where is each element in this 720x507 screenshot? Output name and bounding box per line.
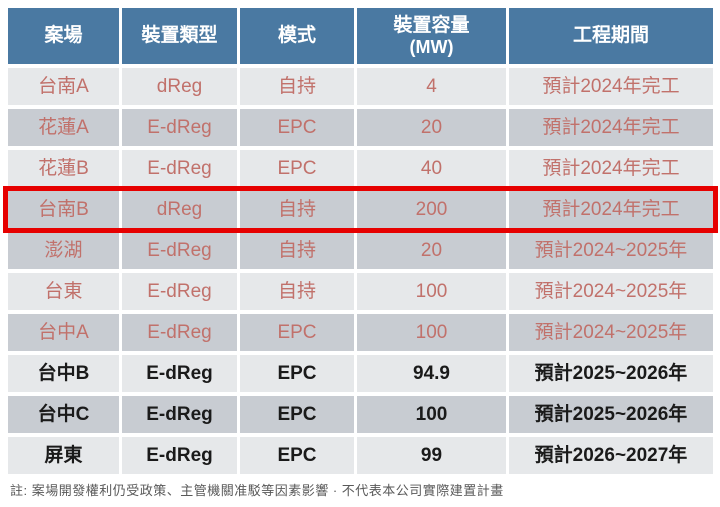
cell-site: 台中A [8, 314, 119, 351]
cell-capacity: 4 [357, 68, 506, 105]
cell-capacity: 20 [357, 109, 506, 146]
table-row: 花蓮B E-dReg EPC 40 預計2024年完工 [8, 150, 713, 187]
cell-site: 台東 [8, 273, 119, 310]
column-header-label: 裝置容量 [393, 14, 470, 36]
table-body: 台南A dReg 自持 4 預計2024年完工 花蓮A E-dReg EPC 2… [3, 68, 718, 474]
table-row: 台南A dReg 自持 4 預計2024年完工 [8, 68, 713, 105]
cell-capacity: 94.9 [357, 355, 506, 392]
cell-mode: 自持 [240, 191, 354, 228]
table-header-row: 案場 裝置類型 模式 裝置容量 (MW) 工程期間 [8, 8, 713, 64]
table-row: 台南B dReg 自持 200 預計2024年完工 [3, 186, 718, 233]
column-header-capacity: 裝置容量 (MW) [357, 8, 506, 64]
column-header-label: 裝置類型 [141, 25, 218, 47]
cell-type: E-dReg [122, 232, 237, 269]
cell-mode: EPC [240, 437, 354, 474]
cell-capacity: 20 [357, 232, 506, 269]
cell-type: E-dReg [122, 273, 237, 310]
column-header-label: 工程期間 [572, 25, 649, 47]
footnote: 註: 案場開發權利仍受政策、主管機關准駁等因素影響 · 不代表本公司實際建置計畫 [10, 483, 504, 498]
cell-mode: EPC [240, 314, 354, 351]
cell-period: 預計2024年完工 [509, 68, 713, 105]
cell-period: 預計2024~2025年 [509, 314, 713, 351]
table-row: 台中C E-dReg EPC 100 預計2025~2026年 [8, 396, 713, 433]
cell-capacity: 200 [357, 191, 506, 228]
column-header-site: 案場 [8, 8, 119, 64]
cell-mode: EPC [240, 396, 354, 433]
column-header-sublabel: (MW) [409, 36, 454, 57]
cell-type: E-dReg [122, 150, 237, 187]
cell-capacity: 99 [357, 437, 506, 474]
column-header-type: 裝置類型 [122, 8, 237, 64]
cell-type: dReg [122, 191, 237, 228]
cell-period: 預計2024年完工 [509, 109, 713, 146]
cell-site: 屏東 [8, 437, 119, 474]
column-header-period: 工程期間 [509, 8, 713, 64]
cell-site: 花蓮A [8, 109, 119, 146]
cell-type: dReg [122, 68, 237, 105]
cell-capacity: 100 [357, 314, 506, 351]
cell-period: 預計2024年完工 [509, 150, 713, 187]
cell-capacity: 40 [357, 150, 506, 187]
cell-site: 台中C [8, 396, 119, 433]
cell-type: E-dReg [122, 437, 237, 474]
column-header-mode: 模式 [240, 8, 354, 64]
cell-period: 預計2024年完工 [509, 191, 713, 228]
cell-site: 台南B [8, 191, 119, 228]
cell-mode: 自持 [240, 68, 354, 105]
cell-mode: EPC [240, 109, 354, 146]
cell-site: 花蓮B [8, 150, 119, 187]
cell-period: 預計2025~2026年 [509, 396, 713, 433]
cell-mode: 自持 [240, 232, 354, 269]
table-row: 台中A E-dReg EPC 100 預計2024~2025年 [8, 314, 713, 351]
projects-table: 案場 裝置類型 模式 裝置容量 (MW) 工程期間 台南A dReg 自持 4 … [3, 8, 718, 478]
cell-capacity: 100 [357, 396, 506, 433]
cell-mode: EPC [240, 150, 354, 187]
table-row: 台中B E-dReg EPC 94.9 預計2025~2026年 [8, 355, 713, 392]
table-row: 澎湖 E-dReg 自持 20 預計2024~2025年 [8, 232, 713, 269]
cell-period: 預計2024~2025年 [509, 273, 713, 310]
cell-mode: EPC [240, 355, 354, 392]
cell-type: E-dReg [122, 396, 237, 433]
table-row: 花蓮A E-dReg EPC 20 預計2024年完工 [8, 109, 713, 146]
cell-site: 台中B [8, 355, 119, 392]
cell-period: 預計2026~2027年 [509, 437, 713, 474]
table-row: 屏東 E-dReg EPC 99 預計2026~2027年 [8, 437, 713, 474]
cell-mode: 自持 [240, 273, 354, 310]
table-row: 台東 E-dReg 自持 100 預計2024~2025年 [8, 273, 713, 310]
cell-capacity: 100 [357, 273, 506, 310]
column-header-label: 模式 [277, 25, 316, 47]
cell-period: 預計2024~2025年 [509, 232, 713, 269]
cell-site: 台南A [8, 68, 119, 105]
cell-type: E-dReg [122, 314, 237, 351]
cell-period: 預計2025~2026年 [509, 355, 713, 392]
cell-type: E-dReg [122, 109, 237, 146]
cell-site: 澎湖 [8, 232, 119, 269]
column-header-label: 案場 [44, 25, 83, 47]
cell-type: E-dReg [122, 355, 237, 392]
